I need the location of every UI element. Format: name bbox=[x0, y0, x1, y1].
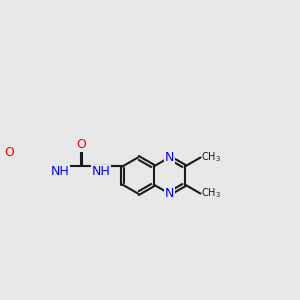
Text: CH$_3$: CH$_3$ bbox=[202, 187, 221, 200]
Text: NH: NH bbox=[92, 165, 111, 178]
Text: NH: NH bbox=[51, 165, 70, 178]
Text: O: O bbox=[76, 138, 86, 151]
Text: O: O bbox=[4, 146, 14, 159]
Text: N: N bbox=[165, 187, 174, 200]
Text: CH$_3$: CH$_3$ bbox=[202, 151, 221, 164]
Text: N: N bbox=[165, 151, 174, 164]
